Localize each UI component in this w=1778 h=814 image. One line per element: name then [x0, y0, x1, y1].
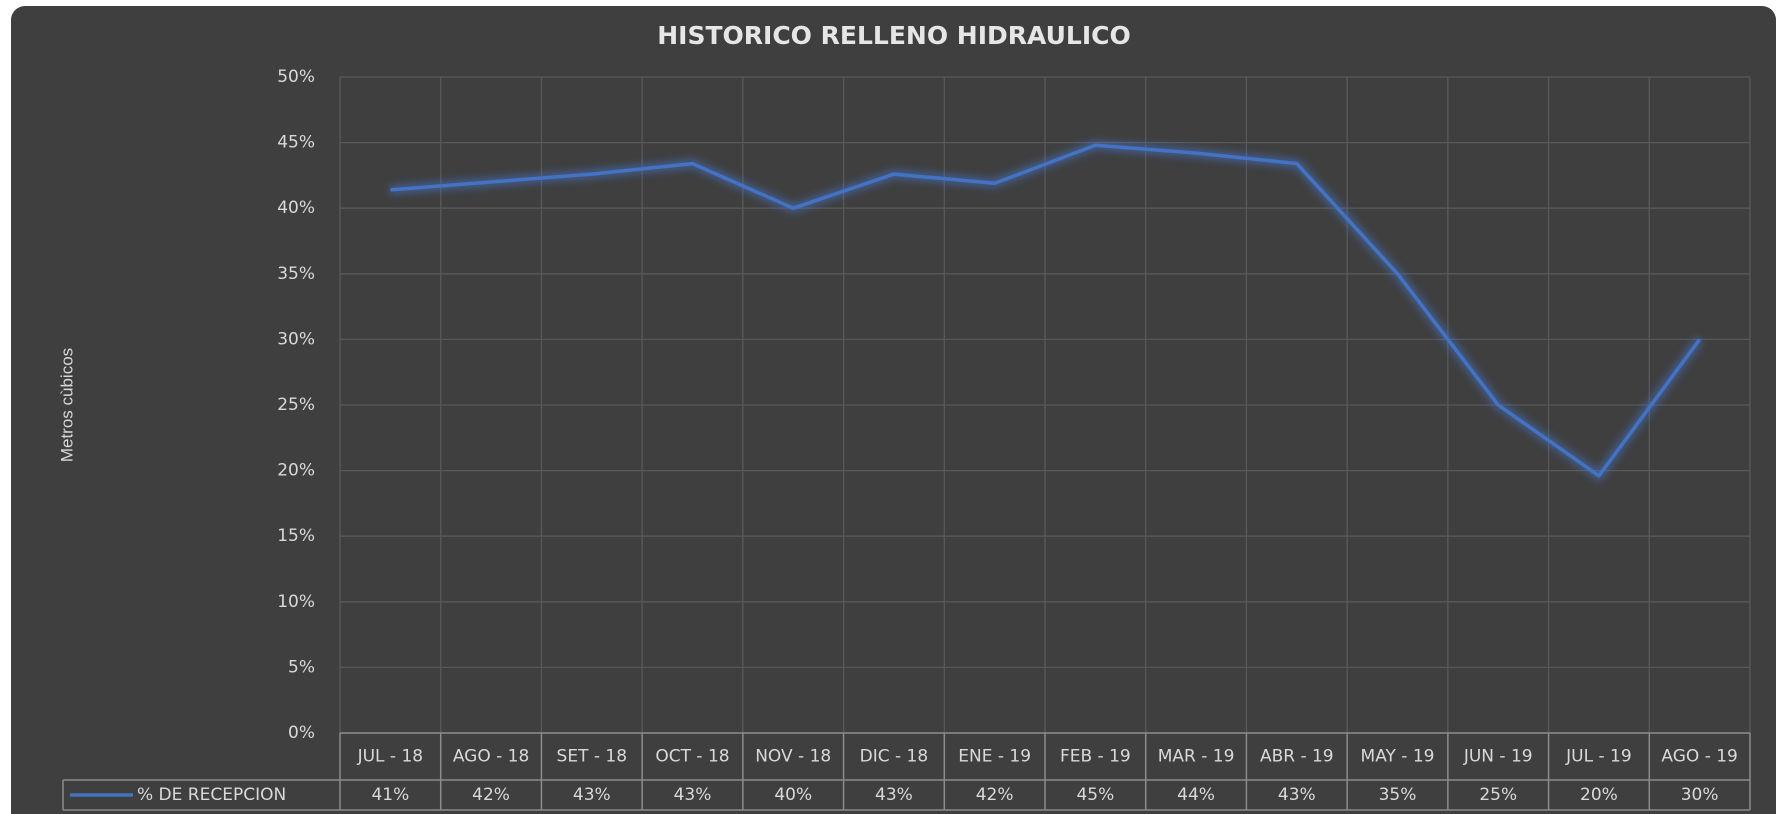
data-label: 42% — [976, 785, 1014, 805]
x-tick-label: JUL - 19 — [1565, 747, 1632, 767]
y-tick-label: 25% — [277, 395, 315, 415]
chart-title: HISTORICO RELLENO HIDRAULICO — [657, 21, 1130, 50]
x-tick-label: DIC - 18 — [860, 747, 929, 767]
x-tick-label: NOV - 18 — [755, 747, 831, 767]
data-label: 45% — [1076, 785, 1114, 805]
data-label: 41% — [371, 785, 409, 805]
series-line — [390, 143, 1702, 478]
data-label: 40% — [774, 785, 812, 805]
data-label: 25% — [1479, 785, 1517, 805]
data-label: 43% — [573, 785, 611, 805]
x-tick-label: FEB - 19 — [1060, 747, 1131, 767]
y-tick-label: 10% — [277, 592, 315, 612]
data-label: 43% — [875, 785, 913, 805]
x-tick-label: MAR - 19 — [1158, 747, 1235, 767]
data-label: 30% — [1681, 785, 1719, 805]
y-tick-label: 30% — [277, 329, 315, 349]
data-label: 42% — [472, 785, 510, 805]
data-label: 43% — [674, 785, 712, 805]
y-tick-label: 40% — [277, 198, 315, 218]
x-tick-label: JUL - 18 — [357, 747, 424, 767]
x-tick-label: ENE - 19 — [958, 747, 1031, 767]
x-tick-label: SET - 18 — [557, 747, 628, 767]
y-tick-label: 20% — [277, 461, 315, 481]
y-tick-label: 0% — [288, 723, 315, 743]
y-tick-label: 45% — [277, 133, 315, 153]
data-label: 43% — [1278, 785, 1316, 805]
x-tick-label: MAY - 19 — [1361, 747, 1435, 767]
x-tick-label: JUN - 19 — [1463, 747, 1533, 767]
data-label: 35% — [1379, 785, 1417, 805]
data-label: 20% — [1580, 785, 1618, 805]
y-tick-label: 50% — [277, 67, 315, 87]
data-label: 44% — [1177, 785, 1215, 805]
y-tick-label: 35% — [277, 264, 315, 284]
y-tick-label: 15% — [277, 526, 315, 546]
y-tick-label: 5% — [288, 657, 315, 677]
x-tick-label: ABR - 19 — [1260, 747, 1334, 767]
x-tick-label: OCT - 18 — [655, 747, 729, 767]
legend-label: % DE RECEPCION — [137, 785, 286, 805]
x-tick-label: AGO - 19 — [1661, 747, 1737, 767]
x-tick-label: AGO - 18 — [453, 747, 529, 767]
y-axis-label: Metros cùbicos — [57, 348, 76, 462]
